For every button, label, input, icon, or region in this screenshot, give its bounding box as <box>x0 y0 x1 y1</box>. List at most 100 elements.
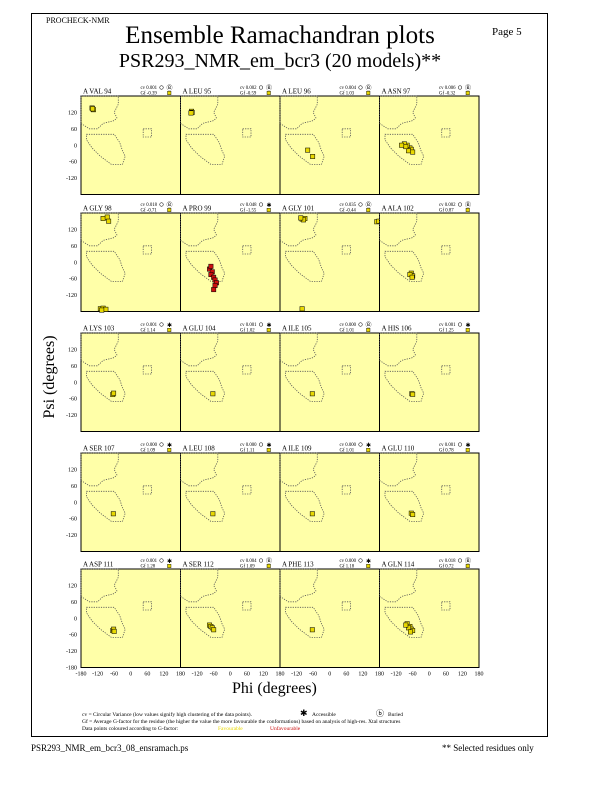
residue-label: A PHE 113 <box>282 561 314 569</box>
accessible-icon: ✱ <box>465 442 470 449</box>
x-tick-label: -120 <box>391 672 402 678</box>
legend-unfavourable: Unfavourable <box>270 726 301 732</box>
gf-value: Gf 1.11 <box>240 449 255 454</box>
allowed-region-outline <box>185 250 226 282</box>
cv-value: cv 0.000 <box>141 443 158 448</box>
allowed-region-outline <box>86 490 126 522</box>
allowed-region-outline <box>185 490 226 522</box>
page-border <box>31 13 548 737</box>
buried-icon: Ⓑ <box>365 84 371 92</box>
cv-circle-icon <box>457 322 463 327</box>
data-point <box>99 307 105 313</box>
cv-circle-icon <box>258 442 264 447</box>
allowed-region-outline <box>285 133 325 165</box>
data-point <box>299 306 305 312</box>
residue-label: A SER 112 <box>183 561 215 569</box>
legend-gf-text: Gf = Average G-factor for the residue (t… <box>82 719 401 725</box>
gf-value: Gf 1.25 <box>439 329 454 334</box>
x-tick-label: 0 <box>229 672 232 678</box>
residue-label: A ASN 97 <box>382 88 411 96</box>
legend-buried: Buried <box>388 712 403 718</box>
x-tick-label: -60 <box>409 672 417 678</box>
cv-value: cv 0.004 <box>340 86 357 91</box>
panel-background <box>180 212 281 312</box>
gf-value: Gf 1.01 <box>340 449 355 454</box>
page-subtitle: PSR293_NMR_em_bcr3 (20 models)** <box>118 50 442 72</box>
cv-value: cv 0.000 <box>240 443 257 448</box>
allowed-region-outline <box>341 601 351 611</box>
gf-value: Gf 0.78 <box>439 449 454 454</box>
page-number: Page 5 <box>492 26 522 38</box>
allowed-region-outline <box>242 245 252 255</box>
cv-value: cv 0.006 <box>439 86 456 91</box>
x-tick-label: 60 <box>144 672 150 678</box>
residue-label: A LEU 95 <box>183 88 212 96</box>
cv-circle-icon <box>258 558 264 563</box>
gf-value: Gf 1.28 <box>141 565 156 570</box>
gf-colour-box <box>266 448 271 452</box>
data-point <box>410 391 416 397</box>
y-tick-label: -120 <box>66 533 77 539</box>
gf-colour-box <box>266 90 271 95</box>
allowed-region-outline <box>142 128 152 138</box>
residue-label: A GLY 101 <box>282 205 315 213</box>
panel-background <box>180 568 281 668</box>
cv-value: cv 0.001 <box>439 323 456 328</box>
gf-value: Gf -0.44 <box>340 209 357 214</box>
accessible-icon: ✱ <box>167 322 172 329</box>
x-tick-label: 0 <box>129 672 132 678</box>
panel-background <box>379 452 480 552</box>
x-tick-label: -120 <box>291 672 302 678</box>
gf-value: Gf 1.18 <box>340 565 355 570</box>
buried-icon: Ⓑ <box>465 84 471 92</box>
allowed-region-outline <box>285 490 325 522</box>
cv-value: cv 0.004 <box>240 559 257 564</box>
residue-label: A ILE 105 <box>282 325 312 333</box>
residue-label: A LEU 108 <box>183 445 216 453</box>
y-tick-label: 60 <box>71 364 77 370</box>
buried-icon: ⓑ <box>376 709 384 718</box>
legend-cv-text: cv = Circular Variance (low values signi… <box>82 712 252 718</box>
cv-value: cv 0.001 <box>141 86 158 91</box>
x-tick-label: -120 <box>192 672 203 678</box>
legend-accessible: Accessible <box>312 712 336 718</box>
x-tick-label: 120 <box>458 672 467 678</box>
gf-value: Gf 0.87 <box>439 209 454 214</box>
residue-label: A GLU 104 <box>183 325 217 333</box>
y-tick-label: -120 <box>66 176 77 182</box>
y-tick-label: 0 <box>74 260 77 266</box>
cv-value: cv 0.000 <box>340 323 357 328</box>
gf-value: Gf 1.14 <box>141 329 156 334</box>
allowed-region-outline <box>384 606 425 638</box>
x-tick-label: 0 <box>428 672 431 678</box>
legend-favourable: Favourable <box>218 726 243 732</box>
cv-circle-icon <box>258 202 264 207</box>
y-tick-label: 0 <box>74 616 77 622</box>
cv-circle-icon <box>159 322 164 327</box>
x-tick-label: 180 <box>276 672 285 678</box>
data-point <box>410 149 416 155</box>
x-tick-label: 120 <box>159 672 168 678</box>
x-tick-label: 120 <box>259 672 268 678</box>
allowed-region-outline <box>384 370 425 402</box>
allowed-region-outline <box>285 250 325 282</box>
allowed-region-outline <box>86 606 126 638</box>
y-tick-label: 0 <box>74 380 77 386</box>
cv-circle-icon <box>159 442 164 447</box>
allowed-region-outline <box>384 490 425 522</box>
cv-circle-icon <box>457 202 463 207</box>
gf-value: Gf -0.71 <box>141 209 158 214</box>
allowed-region-outline <box>341 365 351 375</box>
data-point <box>408 629 413 635</box>
residue-label: A LEU 96 <box>282 88 311 96</box>
gf-colour-box <box>366 328 371 332</box>
gf-colour-box <box>366 207 371 212</box>
allowed-region-outline <box>285 606 325 638</box>
y-tick-label: 0 <box>74 143 77 149</box>
data-point <box>409 274 415 280</box>
gf-value: Gf -0.39 <box>141 92 158 97</box>
gf-colour-box <box>167 328 172 332</box>
allowed-region-outline <box>242 128 252 138</box>
x-tick-label: -180 <box>76 672 87 678</box>
x-tick-label: -120 <box>92 672 103 678</box>
